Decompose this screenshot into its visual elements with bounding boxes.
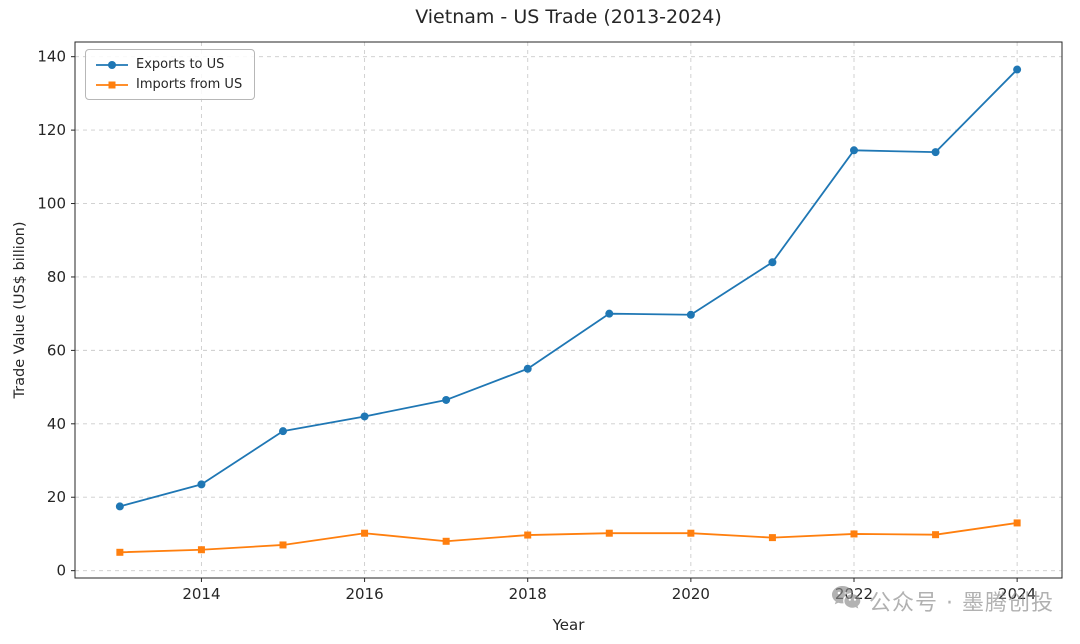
svg-text:140: 140 [37,48,66,66]
legend-item-exports: Exports to US [95,57,242,72]
legend-label-imports: Imports from US [136,77,243,92]
svg-text:2020: 2020 [672,585,710,603]
legend-label-exports: Exports to US [136,57,225,72]
svg-text:20: 20 [47,488,66,506]
svg-text:2016: 2016 [345,585,383,603]
svg-text:80: 80 [47,268,66,286]
legend-item-imports: Imports from US [95,77,242,92]
watermark-text: 公众号 · 墨腾创投 [869,591,1054,616]
svg-text:2018: 2018 [509,585,547,603]
legend: Exports to US Imports from US [85,49,256,100]
chart-title: Vietnam - US Trade (2013-2024) [415,6,722,28]
svg-text:2014: 2014 [182,585,220,603]
wechat-icon [831,585,861,617]
svg-text:120: 120 [37,121,66,139]
watermark: 公众号 · 墨腾创投 [831,585,1054,617]
svg-text:100: 100 [37,195,66,213]
exports-line-swatch [95,58,129,72]
x-axis-label: Year [552,616,585,634]
svg-text:60: 60 [47,341,66,359]
svg-text:40: 40 [47,415,66,433]
imports-line-swatch [95,78,129,92]
svg-text:0: 0 [56,562,66,580]
svg-text:2024: 2024 [998,585,1036,603]
